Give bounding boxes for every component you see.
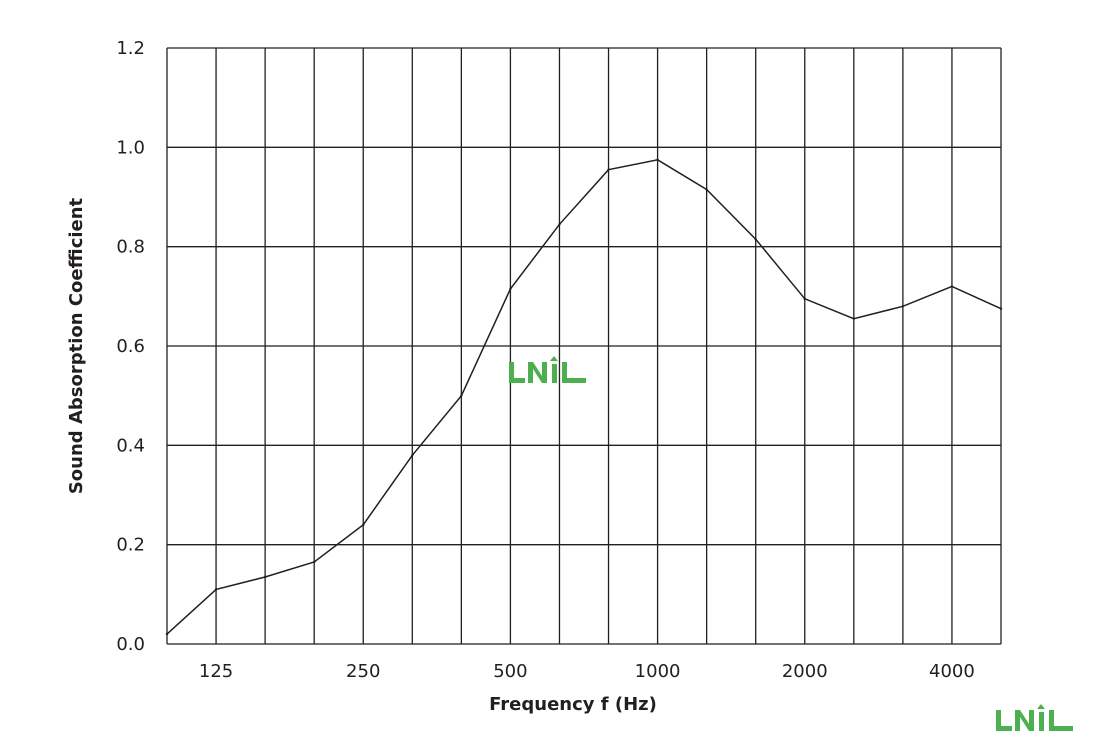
data-point	[362, 523, 365, 526]
y-tick-label: 0.0	[116, 634, 145, 655]
y-tick-label: 1.2	[116, 38, 145, 59]
x-tick-label: 500	[493, 661, 527, 682]
data-point	[656, 158, 659, 161]
data-point	[165, 632, 169, 636]
data-point	[263, 575, 267, 579]
x-tick-label: 2000	[782, 661, 828, 682]
x-axis-ticks: 125 250 500 1000 2000 4000	[199, 661, 975, 682]
y-axis-label: Sound Absorption Coefficient	[66, 197, 87, 494]
data-point	[214, 588, 218, 591]
series	[165, 158, 1003, 636]
data-point	[607, 168, 610, 171]
x-tick-label: 250	[346, 661, 380, 682]
y-tick-label: 0.4	[116, 435, 145, 456]
watermark-logo-corner	[996, 704, 1073, 731]
data-point	[312, 560, 316, 564]
y-tick-label: 1.0	[116, 137, 145, 158]
data-point	[901, 305, 905, 308]
y-tick-label: 0.2	[116, 535, 145, 556]
data-point	[803, 297, 806, 301]
data-point	[754, 238, 757, 241]
y-tick-label: 0.6	[116, 336, 145, 357]
series-line	[166, 159, 1002, 635]
data-point	[852, 317, 856, 320]
data-point	[705, 188, 708, 191]
data-point	[950, 285, 954, 288]
x-tick-label: 125	[199, 661, 233, 682]
grid	[166, 47, 1002, 645]
y-tick-label: 0.8	[116, 237, 145, 258]
data-point	[460, 394, 463, 397]
data-point	[509, 287, 512, 291]
x-tick-label: 4000	[929, 661, 975, 682]
x-axis-label: Frequency f (Hz)	[489, 694, 657, 715]
y-axis-ticks: 0.0 0.2 0.4 0.6 0.8 1.0 1.2	[116, 38, 145, 655]
watermark-logo-center	[509, 356, 586, 383]
data-point	[999, 307, 1003, 310]
data-point	[411, 454, 414, 457]
x-tick-label: 1000	[635, 661, 681, 682]
data-point	[558, 223, 561, 226]
